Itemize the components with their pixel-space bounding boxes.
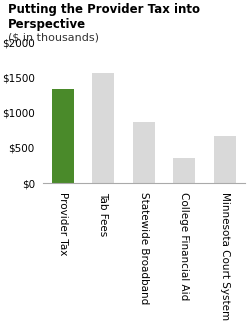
Bar (132, 122, 155, 183)
Bar (214, 136, 236, 183)
Text: ($ in thousands): ($ in thousands) (8, 33, 98, 43)
Text: Putting the Provider Tax into Perspective: Putting the Provider Tax into Perspectiv… (8, 3, 200, 31)
Bar (52, 89, 74, 183)
Bar (92, 73, 114, 183)
Bar (173, 158, 195, 183)
